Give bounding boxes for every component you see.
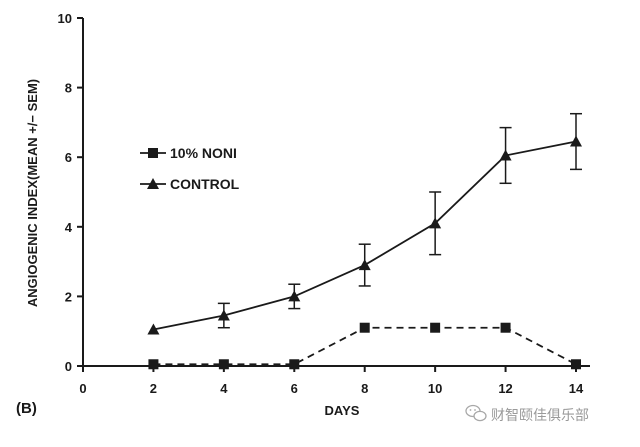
y-tick-label-8: 8	[65, 81, 72, 96]
legend-marker-square	[148, 148, 158, 158]
y-tick-label-0: 0	[65, 359, 72, 374]
data-point-triangle	[570, 135, 582, 147]
data-point-square	[359, 322, 370, 333]
x-tick-label-12: 12	[498, 381, 512, 396]
data-point-square	[148, 359, 159, 370]
series-line	[153, 140, 577, 331]
watermark: 财智颐佳俱乐部	[465, 404, 589, 424]
series-control	[147, 112, 582, 335]
data-point-triangle	[217, 309, 230, 321]
legend: 10% NONI CONTROL	[140, 145, 240, 192]
x-tick-label-4: 4	[220, 381, 228, 396]
panel-label: (B)	[16, 400, 37, 417]
data-point-square	[218, 359, 229, 370]
data-point-square	[500, 322, 511, 333]
legend-label: CONTROL	[170, 176, 240, 192]
watermark-text: 财智颐佳俱乐部	[491, 408, 589, 424]
legend-item-10-noni: 10% NONI	[140, 145, 237, 161]
y-tick-label-2: 2	[65, 289, 72, 304]
x-tick-label-8: 8	[361, 381, 368, 396]
x-tick-label-6: 6	[291, 381, 298, 396]
wechat-icon	[465, 404, 487, 422]
x-tick-label-2: 2	[150, 381, 157, 396]
data-point-triangle	[499, 149, 512, 161]
data-point-square	[289, 359, 300, 370]
y-tick-label-4: 4	[65, 220, 73, 235]
data-point-triangle	[429, 217, 442, 229]
data-point-triangle	[147, 323, 160, 335]
data-point-square	[571, 359, 581, 370]
y-axis-title: ANGIOGENIC INDEX(MEAN +/− SEM)	[25, 79, 40, 307]
x-tick-label-14: 14	[569, 381, 584, 396]
data-point-triangle	[358, 259, 371, 271]
data-point-triangle	[288, 290, 301, 302]
x-axis-title: DAYS	[325, 403, 360, 418]
legend-marker-triangle	[147, 178, 159, 189]
axes	[82, 18, 590, 367]
x-tick-label-10: 10	[428, 381, 442, 396]
y-tick-label-6: 6	[65, 150, 72, 165]
ticks: 0 2 4 6 8 10 12 14 0 2 4 6 8 10	[58, 11, 584, 396]
y-tick-label-10: 10	[58, 11, 72, 26]
series-layer	[147, 112, 582, 370]
legend-item-control: CONTROL	[140, 176, 240, 192]
series-10-noni	[148, 322, 581, 370]
x-tick-label-0: 0	[79, 381, 86, 396]
series-line	[153, 326, 577, 366]
data-point-square	[430, 322, 441, 333]
legend-label: 10% NONI	[170, 145, 237, 161]
